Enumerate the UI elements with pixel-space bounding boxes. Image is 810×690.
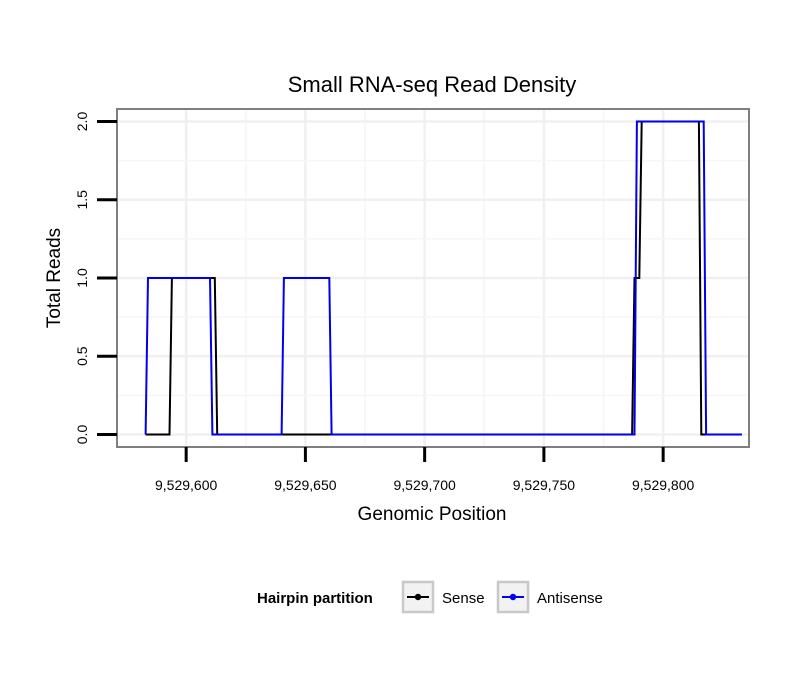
legend-item-antisense: Antisense [496,580,603,614]
grid [117,109,749,447]
series-layer [144,120,742,436]
x-tick-label: 9,529,700 [394,477,456,493]
legend-dot-sense [414,593,422,601]
legend-item-sense: Sense [401,580,485,614]
x-tick-label: 9,529,600 [155,477,217,493]
legend: Hairpin partition Sense Antisense [257,580,603,614]
y-tick-label: 2.0 [74,112,90,132]
y-tick-label: 1.0 [74,268,90,288]
y-tick-label: 0.0 [74,425,90,445]
legend-label-antisense: Antisense [537,590,603,607]
x-tick-label: 9,529,750 [513,477,575,493]
x-axis: 9,529,600 9,529,650 9,529,700 9,529,750 9,52… [155,447,694,493]
legend-title: Hairpin partition [257,590,373,607]
y-axis: 0.0 0.5 1.0 1.5 2.0 [74,112,117,445]
y-axis-title: Total Reads [44,228,65,328]
legend-label-sense: Sense [442,590,485,607]
series-line-antisense [144,120,742,436]
x-axis-title: Genomic Position [358,504,507,525]
y-tick-label: 0.5 [74,346,90,366]
x-tick-label: 9,529,800 [632,477,694,493]
x-tick-label: 9,529,650 [274,477,336,493]
series-line-sense [145,120,742,436]
legend-dot-antisense [509,593,517,601]
y-tick-label: 1.5 [74,190,90,210]
chart-title: Small RNA-seq Read Density [288,72,577,97]
